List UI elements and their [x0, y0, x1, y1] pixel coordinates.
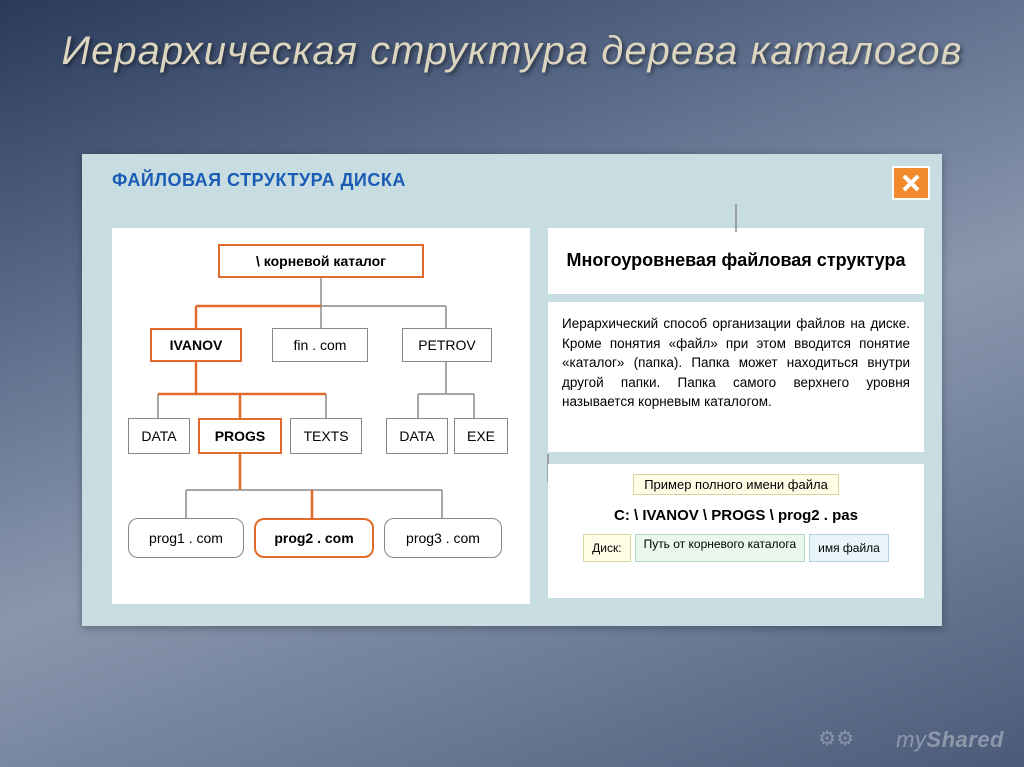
content-panel: ФАЙЛОВАЯ СТРУКТУРА ДИСКА [82, 154, 942, 626]
right-connector-top [732, 204, 740, 232]
example-breakdown: Диск: Путь от корневого каталога имя фай… [558, 534, 914, 562]
node-progs: PROGS [198, 418, 282, 454]
watermark-right: Shared [926, 727, 1004, 752]
example-box: Пример полного имени файла C: \ IVANOV \… [548, 464, 924, 598]
node-texts: TEXTS [290, 418, 362, 454]
right-heading: Многоуровневая файловая структура [548, 228, 924, 294]
example-caption: Пример полного имени файла [633, 474, 839, 495]
node-prog2: prog2 . com [254, 518, 374, 558]
example-file: имя файла [809, 534, 889, 562]
tree-root: \ корневой каталог [218, 244, 424, 278]
tree-container: \ корневой каталог IVANOV fin . com PETR… [112, 228, 530, 604]
node-fin: fin . com [272, 328, 368, 362]
gear-icon: ⚙⚙ [818, 726, 854, 751]
panel-title: ФАЙЛОВАЯ СТРУКТУРА ДИСКА [112, 170, 406, 191]
watermark-left: my [896, 727, 926, 752]
slide-title: Иерархическая структура дерева каталогов [0, 28, 1024, 74]
node-prog1: prog1 . com [128, 518, 244, 558]
right-description: Иерархический способ организации файлов … [548, 302, 924, 452]
node-petrov: PETROV [402, 328, 492, 362]
right-heading-text: Многоуровневая файловая структура [567, 250, 906, 272]
example-disk: Диск: [583, 534, 630, 562]
node-exe: EXE [454, 418, 508, 454]
close-icon[interactable] [892, 166, 930, 200]
example-mid: Путь от корневого каталога [635, 534, 806, 562]
node-ivanov: IVANOV [150, 328, 242, 362]
watermark: myShared [896, 727, 1004, 753]
node-prog3: prog3 . com [384, 518, 502, 558]
node-data1: DATA [128, 418, 190, 454]
example-path: C: \ IVANOV \ PROGS \ prog2 . pas [558, 507, 914, 524]
node-data2: DATA [386, 418, 448, 454]
